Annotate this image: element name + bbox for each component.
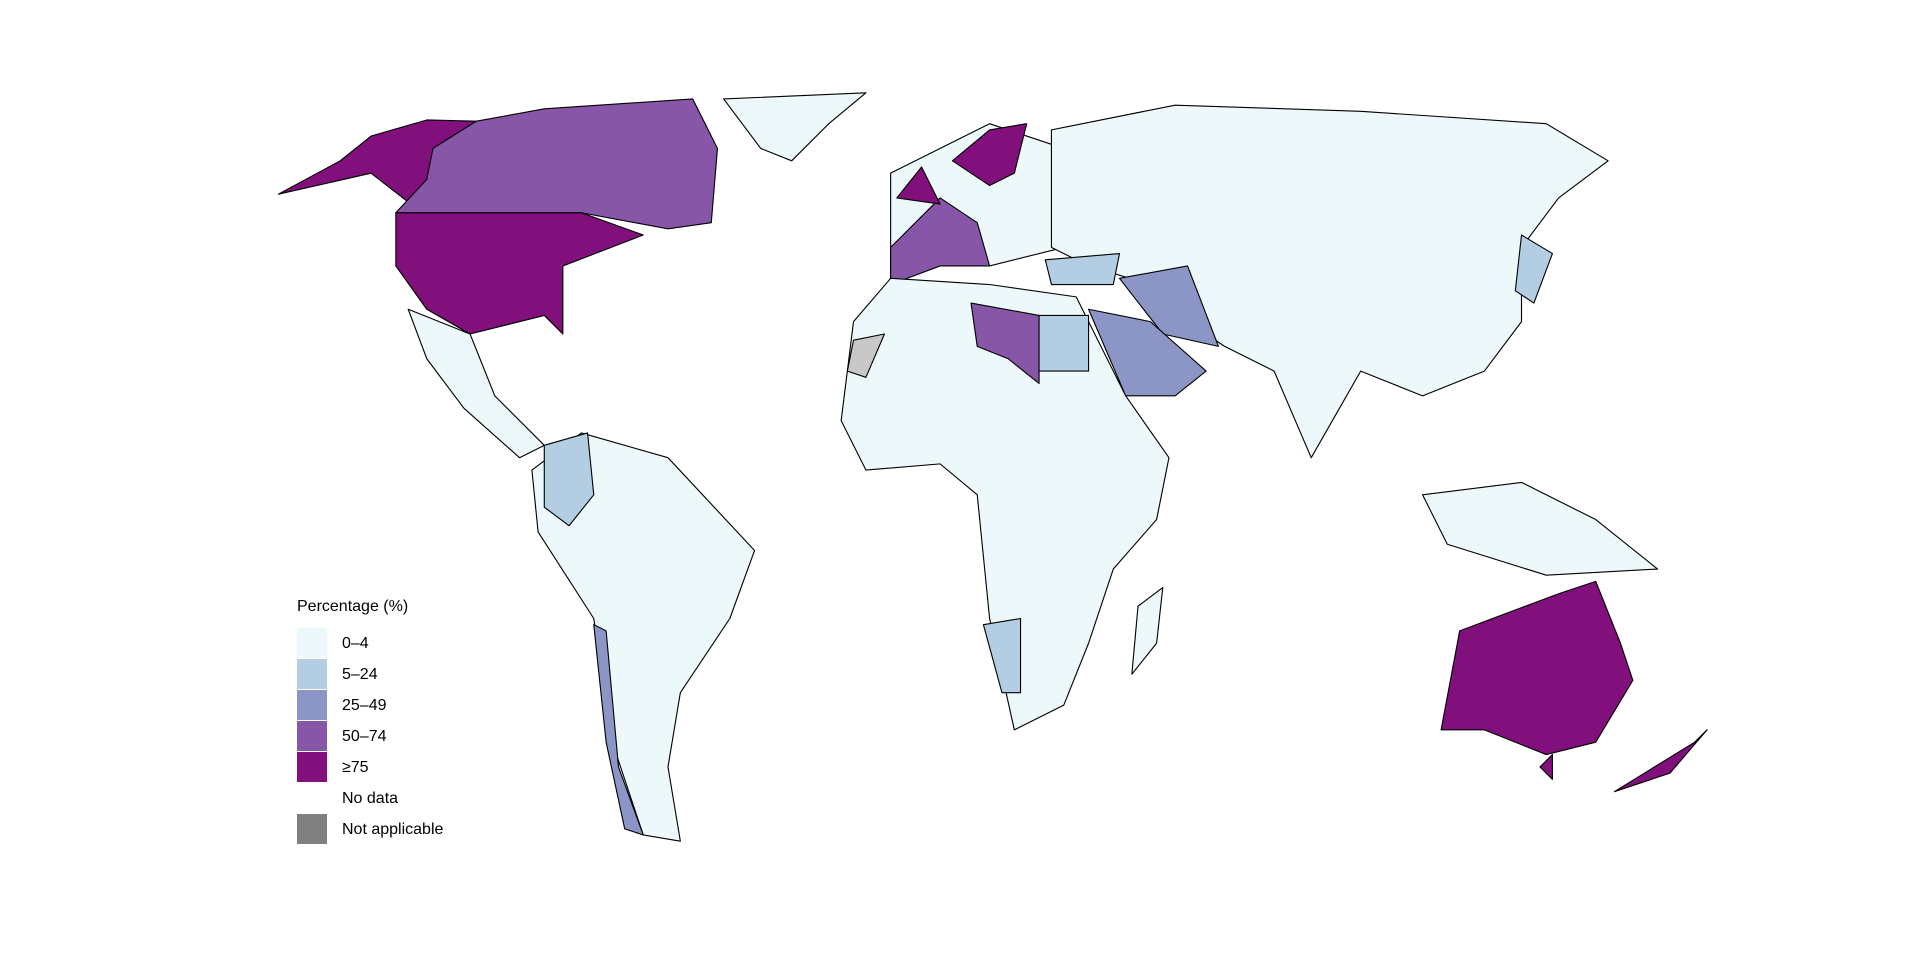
legend-swatch bbox=[297, 721, 327, 751]
western-sahara bbox=[846, 333, 886, 378]
legend-label: 25–49 bbox=[342, 697, 387, 714]
turkey bbox=[1044, 253, 1121, 286]
legend: Percentage (%) 0–4 5–24 25–49 50–74 ≥75 No da… bbox=[297, 598, 444, 844]
colombia bbox=[543, 432, 595, 527]
legend-title: Percentage (%) bbox=[297, 598, 408, 615]
canada bbox=[395, 98, 719, 230]
legend-swatch bbox=[297, 814, 327, 844]
uk bbox=[896, 166, 941, 205]
legend-swatch bbox=[297, 783, 327, 813]
legend-label: ≥75 bbox=[342, 759, 369, 776]
egypt bbox=[1038, 314, 1090, 372]
legend-swatch bbox=[297, 690, 327, 720]
southeast-asia-islands bbox=[1421, 481, 1659, 576]
countries bbox=[277, 92, 1708, 842]
south-america bbox=[531, 432, 756, 842]
australia bbox=[1440, 580, 1634, 756]
usa bbox=[395, 212, 644, 335]
madagascar bbox=[1131, 587, 1164, 675]
namibia bbox=[982, 617, 1022, 694]
libya bbox=[970, 302, 1040, 385]
iran bbox=[1118, 265, 1220, 347]
legend-label: 50–74 bbox=[342, 728, 387, 745]
legend-swatch bbox=[297, 752, 327, 782]
legend-swatch bbox=[297, 659, 327, 689]
central-america bbox=[407, 308, 545, 459]
africa bbox=[840, 277, 1170, 731]
scandinavia bbox=[951, 123, 1028, 187]
greenland bbox=[723, 92, 867, 162]
legend-label: 5–24 bbox=[342, 666, 378, 683]
chile bbox=[593, 624, 644, 836]
new-zealand bbox=[1613, 729, 1708, 793]
legend-swatch bbox=[297, 628, 327, 658]
legend-label: 0–4 bbox=[342, 635, 369, 652]
tasmania bbox=[1539, 754, 1553, 780]
legend-label: No data bbox=[342, 790, 398, 807]
japan bbox=[1514, 234, 1553, 304]
legend-label: Not applicable bbox=[342, 821, 444, 838]
arabia bbox=[1088, 308, 1207, 397]
